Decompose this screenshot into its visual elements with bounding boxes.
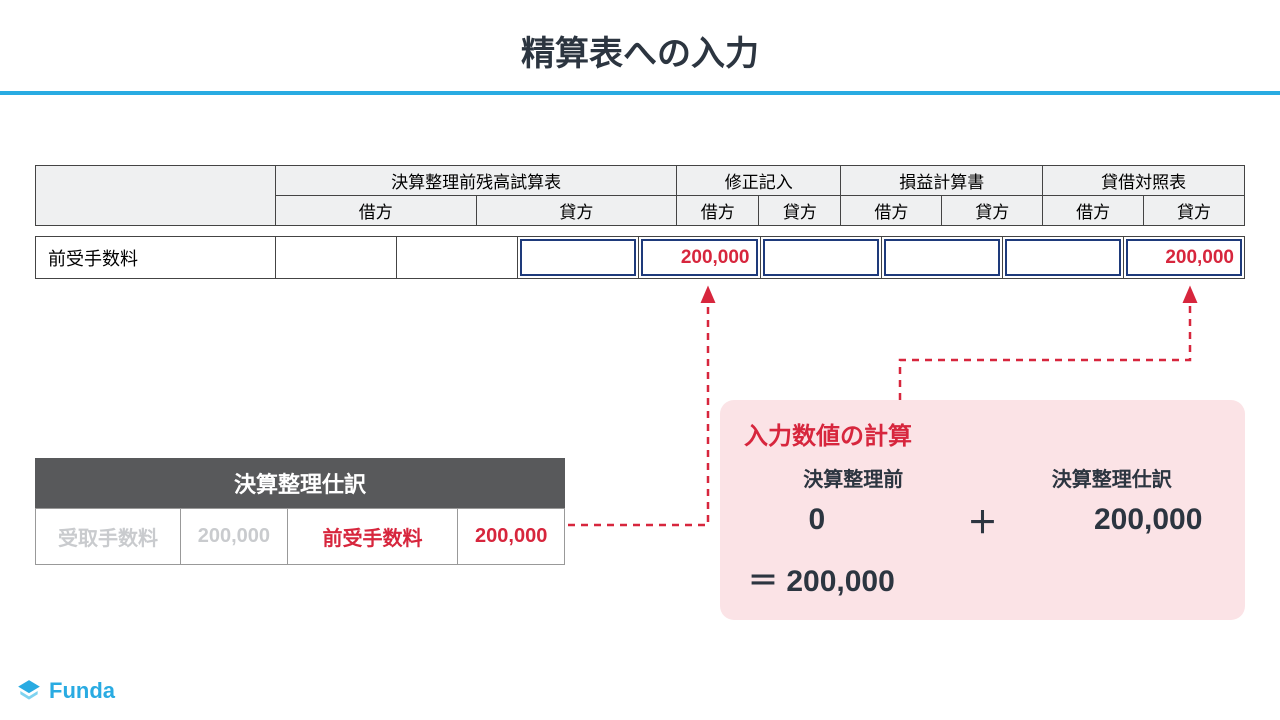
calc-val-1: 0 — [744, 503, 890, 537]
group-header: 修正記入 — [677, 166, 841, 196]
cell-tb-credit — [397, 237, 518, 279]
cell-pl-debit — [760, 237, 881, 279]
title-underline — [0, 91, 1280, 95]
brand-logo: Funda — [16, 678, 115, 704]
sub-header: 貸方 — [942, 196, 1043, 226]
je-debit-amount: 200,000 — [181, 509, 288, 565]
logo-icon — [16, 678, 42, 704]
row-label: 前受手数料 — [36, 237, 276, 279]
sub-header: 借方 — [276, 196, 477, 226]
cell-tb-debit — [276, 237, 397, 279]
calc-label-1: 決算整理前 — [744, 463, 963, 492]
plus-icon: ＋ — [910, 498, 1056, 542]
calculation-panel: 入力数値の計算 決算整理前 決算整理仕訳 0 ＋ 200,000 ＝ 200,0… — [720, 400, 1245, 620]
je-debit-account: 受取手数料 — [36, 509, 181, 565]
sub-header: 貸方 — [476, 196, 677, 226]
calc-val-2: 200,000 — [1075, 503, 1221, 537]
calc-label-2: 決算整理仕訳 — [1003, 463, 1222, 492]
cell-bs-debit — [1002, 237, 1123, 279]
group-header: 決算整理前残高試算表 — [276, 166, 677, 196]
sub-header: 貸方 — [1144, 196, 1245, 226]
group-header: 貸借対照表 — [1043, 166, 1245, 196]
sub-header: 借方 — [1043, 196, 1144, 226]
sub-header: 借方 — [677, 196, 759, 226]
worksheet-table: 決算整理前残高試算表 修正記入 損益計算書 貸借対照表 借方 貸方 借方 貸方 … — [35, 165, 1245, 279]
journal-entry: 決算整理仕訳 受取手数料 200,000 前受手数料 200,000 — [35, 458, 565, 565]
journal-title: 決算整理仕訳 — [35, 458, 565, 508]
sub-header: 借方 — [841, 196, 942, 226]
sub-header: 貸方 — [759, 196, 841, 226]
cell-adj-debit — [518, 237, 639, 279]
je-credit-amount: 200,000 — [458, 509, 565, 565]
calc-heading: 入力数値の計算 — [744, 416, 1221, 451]
cell-bs-credit: 200,000 — [1123, 237, 1244, 279]
je-credit-account: 前受手数料 — [287, 509, 458, 565]
group-header: 損益計算書 — [841, 166, 1043, 196]
calc-result: ＝ 200,000 — [744, 556, 1221, 600]
cell-adj-credit: 200,000 — [639, 237, 760, 279]
cell-pl-credit — [881, 237, 1002, 279]
brand-name: Funda — [49, 678, 115, 704]
page-title: 精算表への入力 — [0, 0, 1280, 75]
